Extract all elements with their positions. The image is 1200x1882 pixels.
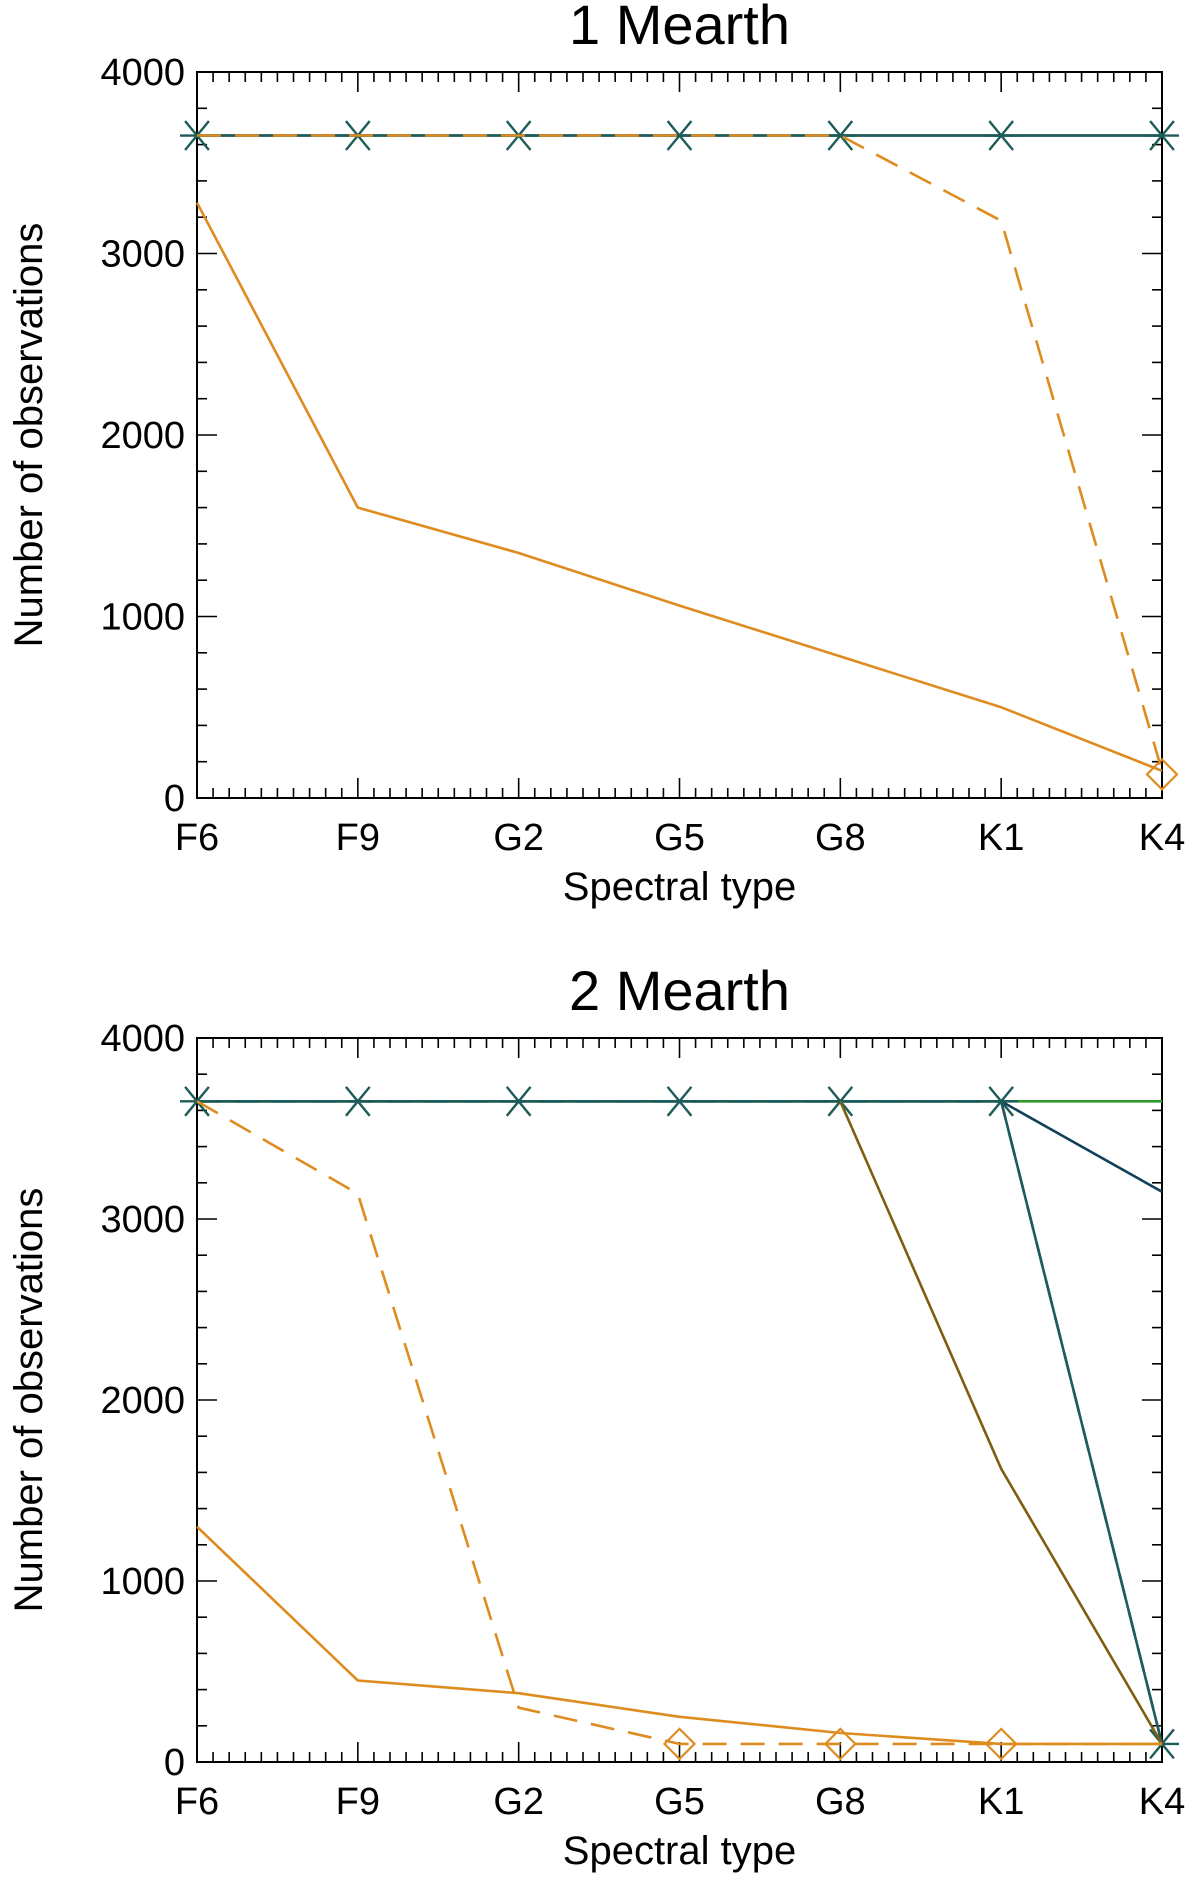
asterisk-marker	[501, 1086, 536, 1117]
asterisk-marker	[1145, 120, 1179, 151]
y-tick-label: 0	[164, 778, 185, 820]
chart-title: 2 Mearth	[569, 959, 790, 1022]
series-line	[197, 1100, 1164, 1745]
y-tick-label: 4000	[100, 52, 185, 94]
diamond-marker	[1145, 757, 1179, 791]
x-tick-label: G2	[493, 1781, 544, 1823]
series-3-teal	[180, 1086, 1179, 1760]
y-tick-label: 3000	[100, 234, 185, 276]
x-tick-label: G8	[815, 1781, 866, 1823]
series-line	[195, 202, 1163, 773]
series-line	[197, 134, 1164, 772]
x-axis-label: Spectral type	[563, 865, 796, 909]
series-5-orange	[196, 1100, 1162, 1746]
diamond-marker	[662, 1727, 697, 1761]
series-line	[197, 1100, 1163, 1193]
y-axis-label: Number of observations	[7, 223, 51, 648]
y-tick-label: 2000	[100, 1380, 185, 1422]
chart-top: 1 Mearth F6 F9 G2 G5 G8 K1 K4 0 1000 2000 3000 4000 S…	[7, 0, 1185, 909]
series-4-olive	[839, 1100, 1164, 1745]
y-axis-label: Number of observations	[7, 1188, 51, 1613]
x-tick-label: K1	[978, 1781, 1024, 1823]
asterisk-marker	[984, 1086, 1019, 1117]
series-line	[839, 1100, 1164, 1745]
y-tick-label: 0	[164, 1742, 185, 1784]
x-tick-label: F6	[175, 817, 219, 859]
series-6-orange	[196, 1525, 1162, 1746]
y-tick-label: 2000	[100, 415, 185, 457]
y-tick-label: 1000	[100, 1561, 185, 1603]
series-2-navy	[197, 1100, 1164, 1745]
series-1-navy	[197, 1100, 1163, 1193]
x-tick-label: G8	[815, 817, 866, 859]
x-tick-label: F9	[336, 817, 380, 859]
y-tick-label: 4000	[100, 1018, 185, 1060]
y-tick-label: 3000	[100, 1199, 185, 1241]
y-tick-label: 1000	[100, 597, 185, 639]
x-tick-label: K4	[1139, 817, 1185, 859]
series-line	[196, 1525, 1162, 1746]
diamond-marker	[823, 1727, 857, 1761]
x-tick-marks	[196, 1038, 1163, 1762]
asterisk-marker	[662, 1086, 697, 1117]
chart-bottom: 2 Mearth F6 F9 G2 G5 G8 K1 K4 0 1000 2000 3000 4000 S…	[7, 959, 1185, 1873]
series-7-orange	[662, 1727, 1018, 1761]
x-tick-label: K1	[978, 817, 1024, 859]
x-tick-label: K4	[1139, 1781, 1185, 1823]
x-tick-label: G5	[654, 1781, 705, 1823]
x-tick-label: F9	[336, 1781, 380, 1823]
series-line	[196, 1100, 1162, 1746]
series-3-orange	[195, 202, 1163, 773]
series-2-orange	[197, 134, 1164, 772]
chart-title: 1 Mearth	[569, 0, 790, 56]
x-axis-label: Spectral type	[563, 1829, 796, 1873]
x-tick-label: F6	[175, 1781, 219, 1823]
series-4-orange	[1145, 757, 1179, 791]
diamond-marker	[984, 1727, 1018, 1761]
x-tick-label: G5	[654, 817, 705, 859]
x-tick-marks	[196, 72, 1163, 798]
asterisk-marker	[340, 1086, 375, 1117]
asterisk-marker	[984, 120, 1019, 151]
series-line	[197, 1100, 1164, 1745]
y-tick-marks	[197, 71, 1162, 799]
y-tick-marks	[197, 1037, 1162, 1763]
x-tick-label: G2	[493, 817, 544, 859]
plot-frame	[196, 71, 1163, 799]
plot-frame	[196, 1037, 1163, 1763]
